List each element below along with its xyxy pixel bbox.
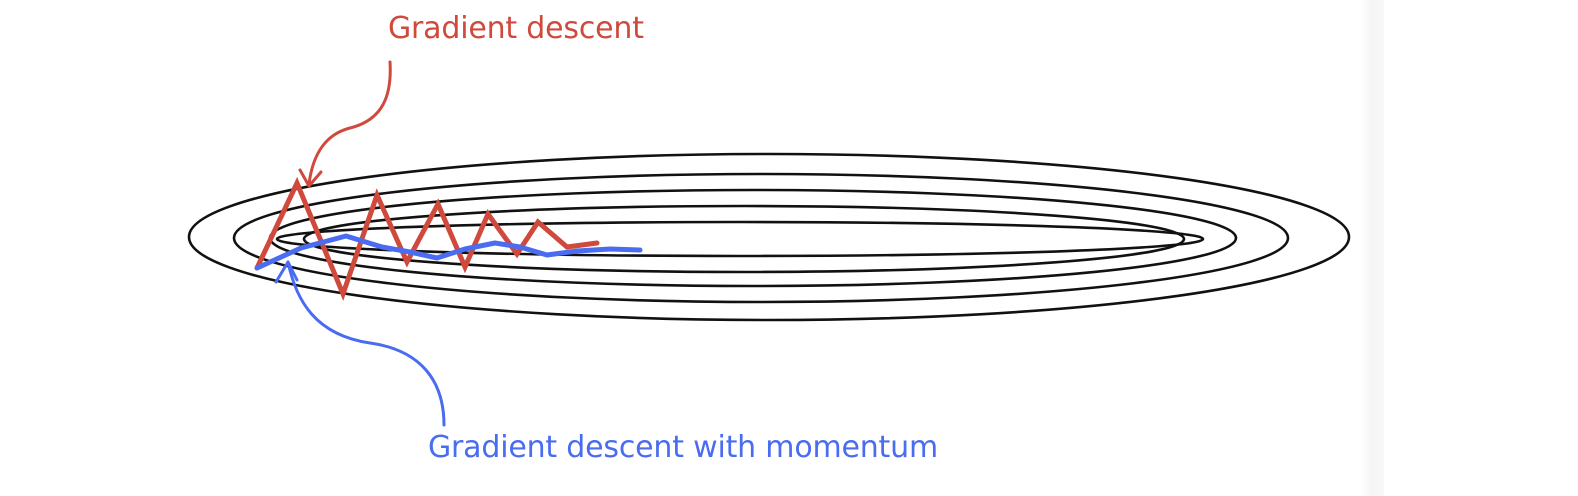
contour-1	[187, 152, 1351, 322]
contour-5	[275, 220, 1205, 258]
contour-2	[232, 172, 1290, 304]
contour-4	[302, 204, 1186, 274]
momentum-path	[254, 233, 643, 271]
momentum-arrow	[274, 260, 446, 427]
page-edge-shading	[1360, 0, 1384, 496]
loss-contours	[187, 152, 1351, 322]
gradient-descent-label: Gradient descent	[388, 11, 644, 46]
gradient-descent-momentum-label: Gradient descent with momentum	[428, 430, 938, 465]
gradient-descent-path	[254, 176, 600, 302]
gradient-descent-arrow	[298, 60, 392, 188]
